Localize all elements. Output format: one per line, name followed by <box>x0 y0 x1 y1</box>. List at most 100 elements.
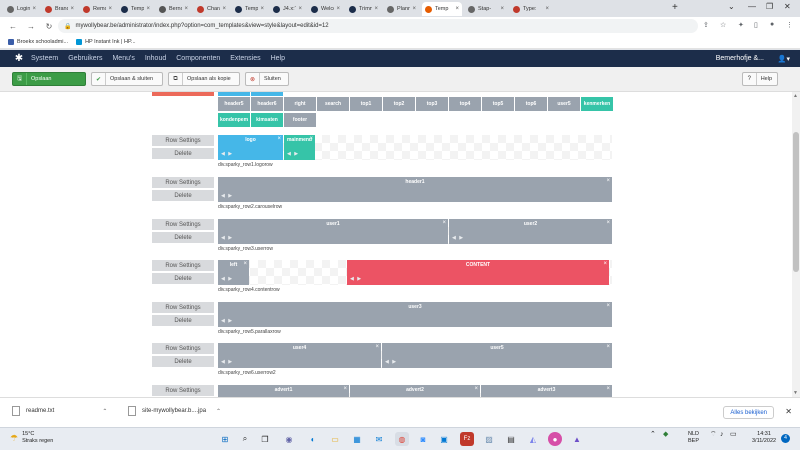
resize-arrows-icon[interactable]: ◀ ▶ <box>221 193 234 199</box>
module-position-top5[interactable]: top5 <box>482 97 514 111</box>
module-position-search[interactable]: search <box>317 97 349 111</box>
task-view-icon[interactable]: ❐ <box>261 434 269 444</box>
tab-close-icon[interactable]: × <box>108 6 112 12</box>
chrome-icon[interactable]: ◍ <box>395 432 409 446</box>
browser-tab[interactable]: Login × <box>4 2 39 16</box>
minimize-icon[interactable]: — <box>748 2 756 11</box>
module-position-top4[interactable]: top4 <box>449 97 481 111</box>
layout-block[interactable]: advert1×◀ ▶ <box>218 385 349 397</box>
start-icon[interactable]: ⊞ <box>221 434 229 444</box>
tab-close-icon[interactable]: × <box>412 6 416 12</box>
close-window-icon[interactable]: ✕ <box>784 2 791 11</box>
close-icon[interactable]: ✕ <box>785 407 792 416</box>
delete-row-button[interactable]: Delete <box>152 190 214 201</box>
store-icon[interactable]: ▦ <box>353 434 361 444</box>
edge-icon[interactable]: ◐ <box>310 434 316 444</box>
url-bar[interactable]: 🔒 mywollybear.be/administrator/index.php… <box>58 19 698 33</box>
user-menu-icon[interactable]: 👤▾ <box>777 55 790 63</box>
block-close-icon[interactable]: × <box>606 178 610 184</box>
forward-icon[interactable]: → <box>27 21 35 31</box>
speaker-icon[interactable]: ♪ <box>720 431 724 438</box>
browser-tab[interactable]: Temp × <box>118 2 153 16</box>
share-icon[interactable]: ⇪ <box>703 22 709 29</box>
delete-row-button[interactable]: Delete <box>152 273 214 284</box>
weather-widget[interactable]: ☂ 15°C Straks regen <box>10 431 54 444</box>
chevron-down-icon[interactable]: ⌄ <box>728 2 735 11</box>
module-position-user5[interactable]: user5 <box>548 97 580 111</box>
menu-systeem[interactable]: Systeem <box>31 55 59 62</box>
menu-help[interactable]: Help <box>270 55 285 62</box>
module-position-top1[interactable]: top1 <box>350 97 382 111</box>
filezilla-icon[interactable]: Fz <box>460 432 474 446</box>
module-position-footer[interactable]: footer <box>284 113 316 127</box>
tab-close-icon[interactable]: × <box>146 6 150 12</box>
module-position-top2[interactable]: top2 <box>383 97 415 111</box>
site-name-link[interactable]: Bemerhofje &... <box>715 55 764 62</box>
delete-row-button[interactable]: Delete <box>152 356 214 367</box>
chevron-up-icon[interactable]: ⌃ <box>102 408 108 415</box>
wifi-icon[interactable]: ⌔ <box>710 431 717 438</box>
browser-tab[interactable]: Temp × <box>232 2 267 16</box>
app-icon[interactable]: ▨ <box>485 434 493 444</box>
block-close-icon[interactable]: × <box>606 344 610 350</box>
close-button[interactable]: ⊗ Sluiten <box>245 72 289 86</box>
help-button[interactable]: ? Help <box>742 72 778 86</box>
terminal-icon[interactable]: ▤ <box>507 434 515 444</box>
app-icon[interactable]: ● <box>548 432 562 446</box>
delete-row-button[interactable]: Delete <box>152 315 214 326</box>
layout-block[interactable]: user4 × ◀ ▶ <box>218 343 381 368</box>
browser-tab[interactable]: Plann × <box>384 2 419 16</box>
tab-close-icon[interactable]: × <box>222 6 226 12</box>
menu-componenten[interactable]: Componenten <box>176 55 221 62</box>
row-settings-button[interactable]: Row Settings <box>152 177 214 188</box>
photos-icon[interactable]: ▣ <box>440 434 448 444</box>
scrollbar-thumb[interactable] <box>793 132 799 272</box>
layout-block[interactable]: left × ◀ ▶ <box>218 260 249 285</box>
reload-icon[interactable]: ↻ <box>45 21 53 31</box>
bookmark-item[interactable]: Broekx schooladmi... <box>8 38 68 45</box>
resize-arrows-icon[interactable]: ◀ ▶ <box>221 276 234 282</box>
app-icon[interactable]: ◭ <box>529 434 537 444</box>
resize-arrows-icon[interactable]: ◀ ▶ <box>221 151 234 157</box>
tab-close-icon[interactable]: × <box>455 6 459 12</box>
download-item[interactable]: site-mywollybear.b....jpa ⌃ <box>128 406 221 416</box>
tab-close-icon[interactable]: × <box>260 6 264 12</box>
battery-icon[interactable]: ▭ <box>730 431 737 438</box>
page-scrollbar[interactable]: ▲ ▼ <box>792 92 800 397</box>
tab-close-icon[interactable]: × <box>298 6 302 12</box>
layout-block[interactable]: user5 × ◀ ▶ <box>382 343 612 368</box>
tab-close-icon[interactable]: × <box>70 6 74 12</box>
bookmark-item[interactable]: HP Instant Ink | HP... <box>76 38 136 45</box>
app-icon[interactable]: ▲ <box>573 434 581 444</box>
tab-close-icon[interactable]: × <box>336 6 340 12</box>
module-position-top3[interactable]: top3 <box>416 97 448 111</box>
module-position-kondenpem[interactable]: kondenpem <box>218 113 250 127</box>
tab-close-icon[interactable]: × <box>500 6 504 12</box>
row-settings-button[interactable]: Row Settings <box>152 302 214 313</box>
new-tab-button[interactable]: + <box>672 2 678 13</box>
block-close-icon[interactable]: × <box>606 386 610 392</box>
scroll-up-icon[interactable]: ▲ <box>793 93 798 99</box>
block-close-icon[interactable]: × <box>309 136 313 142</box>
browser-tab[interactable]: Temp × <box>422 2 462 16</box>
browser-tab[interactable]: Brand × <box>42 2 77 16</box>
scroll-down-icon[interactable]: ▼ <box>793 390 798 396</box>
layout-block[interactable]: mainmenu × ◀ ▶ <box>284 135 315 160</box>
layout-block[interactable]: user1 × ◀ ▶ <box>218 219 448 244</box>
tab-close-icon[interactable]: × <box>545 6 549 12</box>
more-menu-icon[interactable]: ⋮ <box>786 22 793 29</box>
clock[interactable]: 14:31 3/11/2022 <box>752 431 777 444</box>
sidebar-icon[interactable]: ▯ <box>754 22 758 29</box>
module-position-header5[interactable]: header5 <box>218 97 250 111</box>
browser-tab[interactable]: Chara × <box>194 2 229 16</box>
module-position-kenmerken[interactable]: kenmerken <box>581 97 613 111</box>
chevron-up-icon[interactable]: ⌃ <box>216 408 222 415</box>
save-close-button[interactable]: ✔ Opslaan & sluiten <box>91 72 163 86</box>
browser-tab[interactable]: Trimn × <box>346 2 381 16</box>
block-close-icon[interactable]: × <box>243 261 247 267</box>
block-close-icon[interactable]: × <box>277 136 281 142</box>
layout-block[interactable]: user2 × ◀ ▶ <box>449 219 612 244</box>
layout-block[interactable]: advert2×◀ ▶ <box>350 385 480 397</box>
menu-extensies[interactable]: Extensies <box>230 55 261 62</box>
joomla-logo-icon[interactable]: ✱ <box>14 52 24 64</box>
